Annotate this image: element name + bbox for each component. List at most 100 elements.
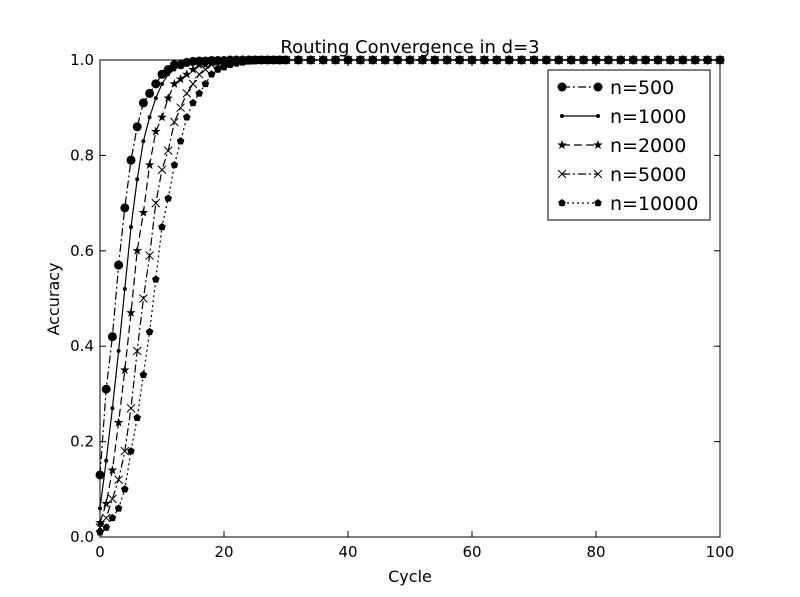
data-point <box>201 65 210 74</box>
data-point <box>114 475 123 485</box>
legend-marker <box>594 199 602 207</box>
data-point <box>182 89 192 98</box>
data-point <box>121 485 129 493</box>
data-point <box>102 523 110 531</box>
y-tick-label: 0.0 <box>70 528 94 546</box>
data-point <box>151 198 161 208</box>
y-axis-label: Accuracy <box>44 262 63 335</box>
y-tick-label: 1.0 <box>70 51 94 69</box>
data-point <box>182 69 192 79</box>
data-point <box>120 203 130 213</box>
legend-entry: n=500 <box>557 77 674 99</box>
x-tick-label: 100 <box>706 543 735 561</box>
data-point <box>175 74 186 84</box>
data-point <box>132 245 142 255</box>
data-point <box>169 78 180 88</box>
data-point <box>163 146 173 155</box>
data-point <box>214 65 222 73</box>
data-point <box>139 294 148 303</box>
data-point <box>245 57 253 65</box>
data-point <box>213 60 223 70</box>
data-point <box>113 417 124 427</box>
data-point <box>200 59 211 69</box>
data-point <box>127 447 135 455</box>
data-point <box>176 137 185 145</box>
data-point <box>101 384 111 394</box>
data-point <box>201 79 210 88</box>
legend-marker <box>596 114 600 118</box>
data-point <box>114 260 124 270</box>
data-point <box>157 165 167 175</box>
data-point <box>169 60 179 70</box>
data-point <box>135 177 140 182</box>
y-tick-label: 0.2 <box>70 433 94 451</box>
data-point <box>157 112 167 122</box>
data-point <box>120 365 130 375</box>
legend-marker <box>593 82 603 92</box>
data-point <box>107 465 118 475</box>
series-n-10000 <box>96 56 724 536</box>
legend-entry: n=2000 <box>557 135 686 157</box>
data-point <box>107 332 117 342</box>
data-point <box>163 65 173 75</box>
data-point <box>207 60 216 70</box>
legend-label: n=500 <box>610 77 674 99</box>
data-point <box>145 251 154 260</box>
legend-label: n=10000 <box>610 193 698 215</box>
data-point <box>183 113 191 121</box>
legend-marker <box>560 114 564 118</box>
data-point <box>157 69 167 79</box>
data-point <box>160 81 164 86</box>
data-point <box>194 59 204 69</box>
data-point <box>178 62 183 67</box>
data-point <box>251 56 259 65</box>
data-point <box>164 194 172 202</box>
legend-marker <box>557 82 567 92</box>
data-point <box>138 98 148 108</box>
data-point <box>232 59 241 67</box>
data-point <box>151 126 161 136</box>
axes-layer: 0 20 40 60 80 100 0.0 0.2 0.4 0.6 0.8 1.0 <box>70 51 734 561</box>
data-point <box>138 207 149 217</box>
data-point <box>122 286 127 291</box>
data-point <box>147 115 152 120</box>
data-point <box>170 117 179 127</box>
data-point <box>108 494 117 504</box>
data-point <box>188 79 198 89</box>
data-point <box>195 89 203 97</box>
data-point <box>101 513 111 523</box>
data-point <box>152 275 160 283</box>
legend-marker <box>557 169 567 179</box>
data-point <box>189 98 197 107</box>
legend-label: n=5000 <box>610 164 686 186</box>
data-point <box>101 498 111 508</box>
data-point <box>126 155 136 165</box>
data-point <box>213 56 223 66</box>
data-point <box>129 224 133 229</box>
legend-entry: n=10000 <box>558 193 698 215</box>
data-point <box>206 57 217 67</box>
data-point <box>110 406 115 411</box>
data-point <box>120 446 130 456</box>
data-point <box>126 403 136 413</box>
data-point <box>132 122 142 132</box>
data-point <box>163 93 173 103</box>
data-point <box>151 79 161 89</box>
legend-marker <box>558 199 566 207</box>
data-point <box>188 64 198 74</box>
legend-marker <box>557 140 567 150</box>
data-point <box>184 62 189 67</box>
plot-frame <box>99 59 721 538</box>
data-point <box>166 72 171 77</box>
data-point <box>194 69 204 79</box>
y-tick-label: 0.6 <box>70 242 94 260</box>
data-point <box>116 348 121 353</box>
x-tick-label: 20 <box>214 543 233 561</box>
legend-entry: n=1000 <box>560 106 686 128</box>
data-point <box>132 346 142 356</box>
data-point <box>207 70 216 78</box>
legend-label: n=1000 <box>610 106 686 128</box>
x-tick-label: 60 <box>462 543 481 561</box>
x-tick-label: 80 <box>586 543 605 561</box>
legend-entry: n=5000 <box>557 164 686 186</box>
